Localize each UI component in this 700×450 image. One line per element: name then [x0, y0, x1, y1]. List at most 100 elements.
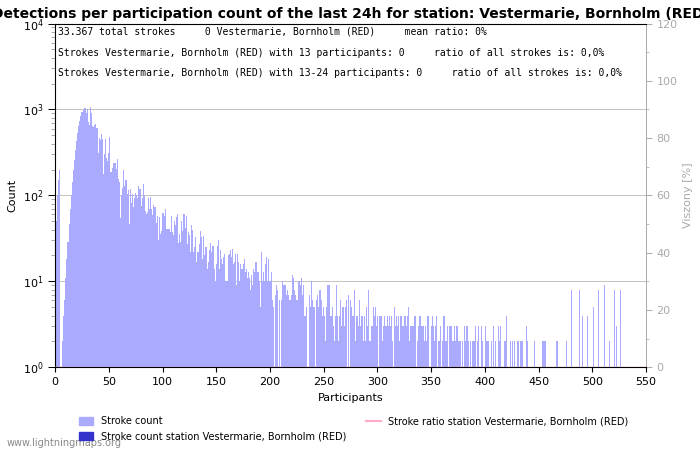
Bar [272, 301, 273, 450]
Bar [280, 376, 281, 450]
Bar [187, 244, 188, 450]
Bar [498, 326, 499, 450]
Bar [246, 269, 247, 450]
Bar [323, 307, 324, 450]
Bar [134, 198, 135, 450]
Bar [66, 259, 67, 450]
Bar [65, 278, 66, 450]
Bar [87, 109, 88, 450]
Bar [146, 215, 147, 450]
Bar [374, 307, 376, 450]
Bar [148, 198, 149, 450]
Bar [300, 278, 302, 450]
Bar [223, 257, 224, 450]
Bar [523, 367, 524, 450]
Bar [382, 342, 384, 450]
Bar [229, 254, 230, 450]
Bar [206, 247, 207, 450]
Bar [587, 315, 589, 450]
Bar [390, 326, 391, 450]
Bar [235, 254, 236, 450]
Text: www.lightningmaps.org: www.lightningmaps.org [7, 438, 122, 448]
Bar [111, 168, 113, 450]
Bar [484, 367, 485, 450]
Bar [416, 342, 418, 450]
Bar [233, 264, 234, 450]
Legend: Stroke count, Stroke count station Vestermarie, Bornholm (RED), Stroke ratio sta: Stroke count, Stroke count station Veste… [75, 413, 632, 445]
Bar [598, 290, 599, 450]
Bar [118, 179, 119, 450]
Bar [581, 367, 582, 450]
Bar [476, 367, 477, 450]
Bar [298, 281, 300, 450]
Bar [158, 240, 159, 450]
Bar [346, 376, 348, 450]
Bar [405, 315, 406, 450]
X-axis label: Participants: Participants [318, 392, 384, 403]
Bar [461, 367, 462, 450]
Bar [193, 252, 194, 450]
Bar [564, 367, 565, 450]
Bar [302, 285, 304, 450]
Bar [290, 301, 291, 450]
Bar [553, 367, 554, 450]
Bar [635, 376, 636, 450]
Bar [426, 342, 427, 450]
Bar [224, 254, 225, 450]
Bar [620, 290, 621, 450]
Bar [216, 264, 217, 450]
Bar [234, 261, 235, 450]
Bar [447, 326, 448, 450]
Bar [594, 367, 595, 450]
Bar [419, 315, 420, 450]
Bar [291, 295, 292, 450]
Bar [457, 326, 458, 450]
Bar [197, 252, 199, 450]
Bar [603, 285, 605, 450]
Bar [332, 326, 334, 450]
Bar [622, 376, 623, 450]
Bar [132, 194, 133, 450]
Bar [342, 307, 344, 450]
Bar [239, 281, 240, 450]
Bar [454, 326, 455, 450]
Bar [469, 376, 470, 450]
Bar [370, 342, 372, 450]
Bar [175, 225, 176, 450]
Bar [304, 315, 305, 450]
Bar [458, 342, 460, 450]
Bar [629, 376, 631, 450]
Bar [360, 315, 362, 450]
Bar [76, 141, 77, 450]
Bar [612, 367, 613, 450]
Bar [209, 250, 210, 450]
Bar [354, 290, 356, 450]
Bar [186, 216, 187, 450]
Bar [153, 205, 155, 450]
Bar [316, 295, 318, 450]
Bar [350, 301, 351, 450]
Bar [477, 342, 478, 450]
Y-axis label: Count: Count [7, 179, 17, 212]
Bar [566, 342, 567, 450]
Bar [533, 342, 535, 450]
Bar [406, 326, 407, 450]
Bar [249, 278, 250, 450]
Bar [584, 367, 585, 450]
Bar [613, 376, 615, 450]
Bar [259, 281, 260, 450]
Bar [615, 376, 617, 450]
Bar [539, 367, 540, 450]
Bar [307, 367, 308, 450]
Bar [205, 247, 206, 450]
Bar [163, 213, 164, 450]
Bar [569, 367, 570, 450]
Bar [92, 126, 93, 450]
Bar [408, 307, 409, 450]
Bar [106, 158, 107, 450]
Bar [113, 163, 115, 450]
Bar [513, 367, 514, 450]
Bar [231, 257, 232, 450]
Bar [640, 376, 641, 450]
Bar [261, 252, 262, 450]
